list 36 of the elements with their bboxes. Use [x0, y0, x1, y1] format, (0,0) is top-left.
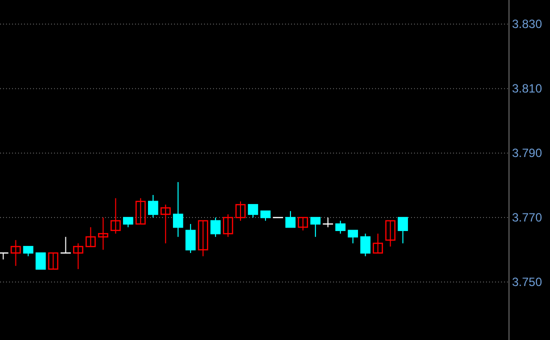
candlestick [123, 216, 134, 228]
candlestick [110, 198, 121, 234]
candlestick [136, 198, 146, 225]
candlestick [348, 230, 358, 244]
candlestick [86, 226, 96, 248]
candlestick [398, 216, 408, 244]
y-tick-label: 3.830 [512, 17, 542, 32]
candlestick [385, 220, 396, 248]
candlestick [210, 217, 221, 238]
candlestick [172, 182, 184, 238]
candlestick [60, 236, 71, 254]
candlestick [298, 216, 308, 231]
candlestick [222, 214, 234, 238]
y-tick-label: 3.750 [512, 274, 542, 289]
candlestick [235, 200, 246, 222]
candlestick [36, 252, 46, 270]
candlestick [98, 217, 108, 250]
candlestick [310, 216, 321, 238]
candlestick [198, 220, 208, 257]
candlestick [335, 220, 346, 234]
candlestick [73, 242, 84, 270]
candlestick [285, 210, 296, 228]
candlestick [48, 252, 58, 270]
candlestick [360, 233, 370, 257]
candlestick [148, 194, 158, 218]
candlestick [10, 240, 21, 266]
y-tick-label: 3.790 [512, 146, 542, 160]
candlestick [260, 210, 271, 222]
candlestick [372, 233, 383, 254]
candlestick [23, 246, 34, 257]
y-tick-label: 3.770 [512, 210, 542, 224]
y-tick-label: 3.810 [512, 81, 542, 96]
candlestick [322, 217, 334, 228]
candlestick [248, 204, 258, 218]
candlestick [185, 223, 196, 254]
candlestick [160, 204, 171, 244]
